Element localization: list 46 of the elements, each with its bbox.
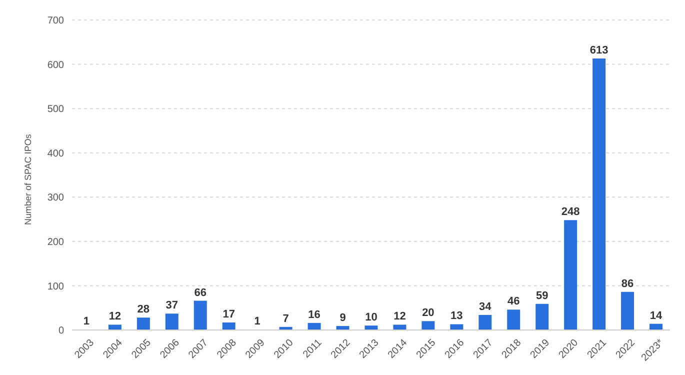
bar (621, 292, 634, 330)
data-label: 12 (394, 310, 406, 323)
y-tick-label: 0 (58, 326, 64, 337)
y-tick-label: 500 (47, 104, 64, 116)
bar (422, 321, 435, 330)
bar (364, 326, 378, 330)
bar (393, 324, 406, 330)
y-tick-label: 100 (47, 281, 64, 292)
data-label: 1 (83, 316, 90, 328)
y-tick-label: 700 (47, 16, 64, 27)
data-label: 17 (222, 308, 235, 320)
data-label: 14 (650, 310, 663, 322)
data-label: 1 (254, 316, 260, 328)
data-label: 28 (137, 304, 150, 316)
y-tick-label: 200 (47, 236, 64, 248)
data-label: 59 (536, 290, 548, 302)
data-label: 34 (479, 300, 492, 313)
y-tick-label: 300 (47, 192, 64, 204)
data-label: 10 (365, 312, 378, 324)
bar (592, 58, 606, 330)
bar (478, 314, 492, 330)
data-label: 613 (590, 44, 608, 57)
y-axis-title: Number of SPAC IPOs (23, 134, 34, 225)
data-label: 12 (108, 310, 122, 323)
bar (564, 220, 578, 330)
data-label: 46 (507, 296, 520, 308)
bar (165, 314, 178, 330)
data-label: 66 (194, 286, 207, 299)
data-label: 16 (308, 308, 320, 321)
bar (136, 318, 150, 330)
bar (450, 324, 464, 330)
bar (194, 300, 207, 330)
y-tick-label: 600 (47, 60, 64, 71)
data-label: 9 (340, 312, 346, 324)
y-tick-label: 400 (47, 148, 64, 160)
data-label: 37 (166, 300, 178, 312)
data-label: 86 (621, 278, 634, 290)
data-label: 13 (450, 310, 463, 322)
bar (108, 324, 122, 330)
data-label: 20 (422, 307, 434, 320)
data-label: 7 (282, 312, 289, 325)
bar (536, 304, 549, 330)
bar (308, 322, 321, 330)
bar (222, 322, 236, 330)
data-label: 248 (561, 206, 580, 218)
bar (507, 310, 520, 330)
